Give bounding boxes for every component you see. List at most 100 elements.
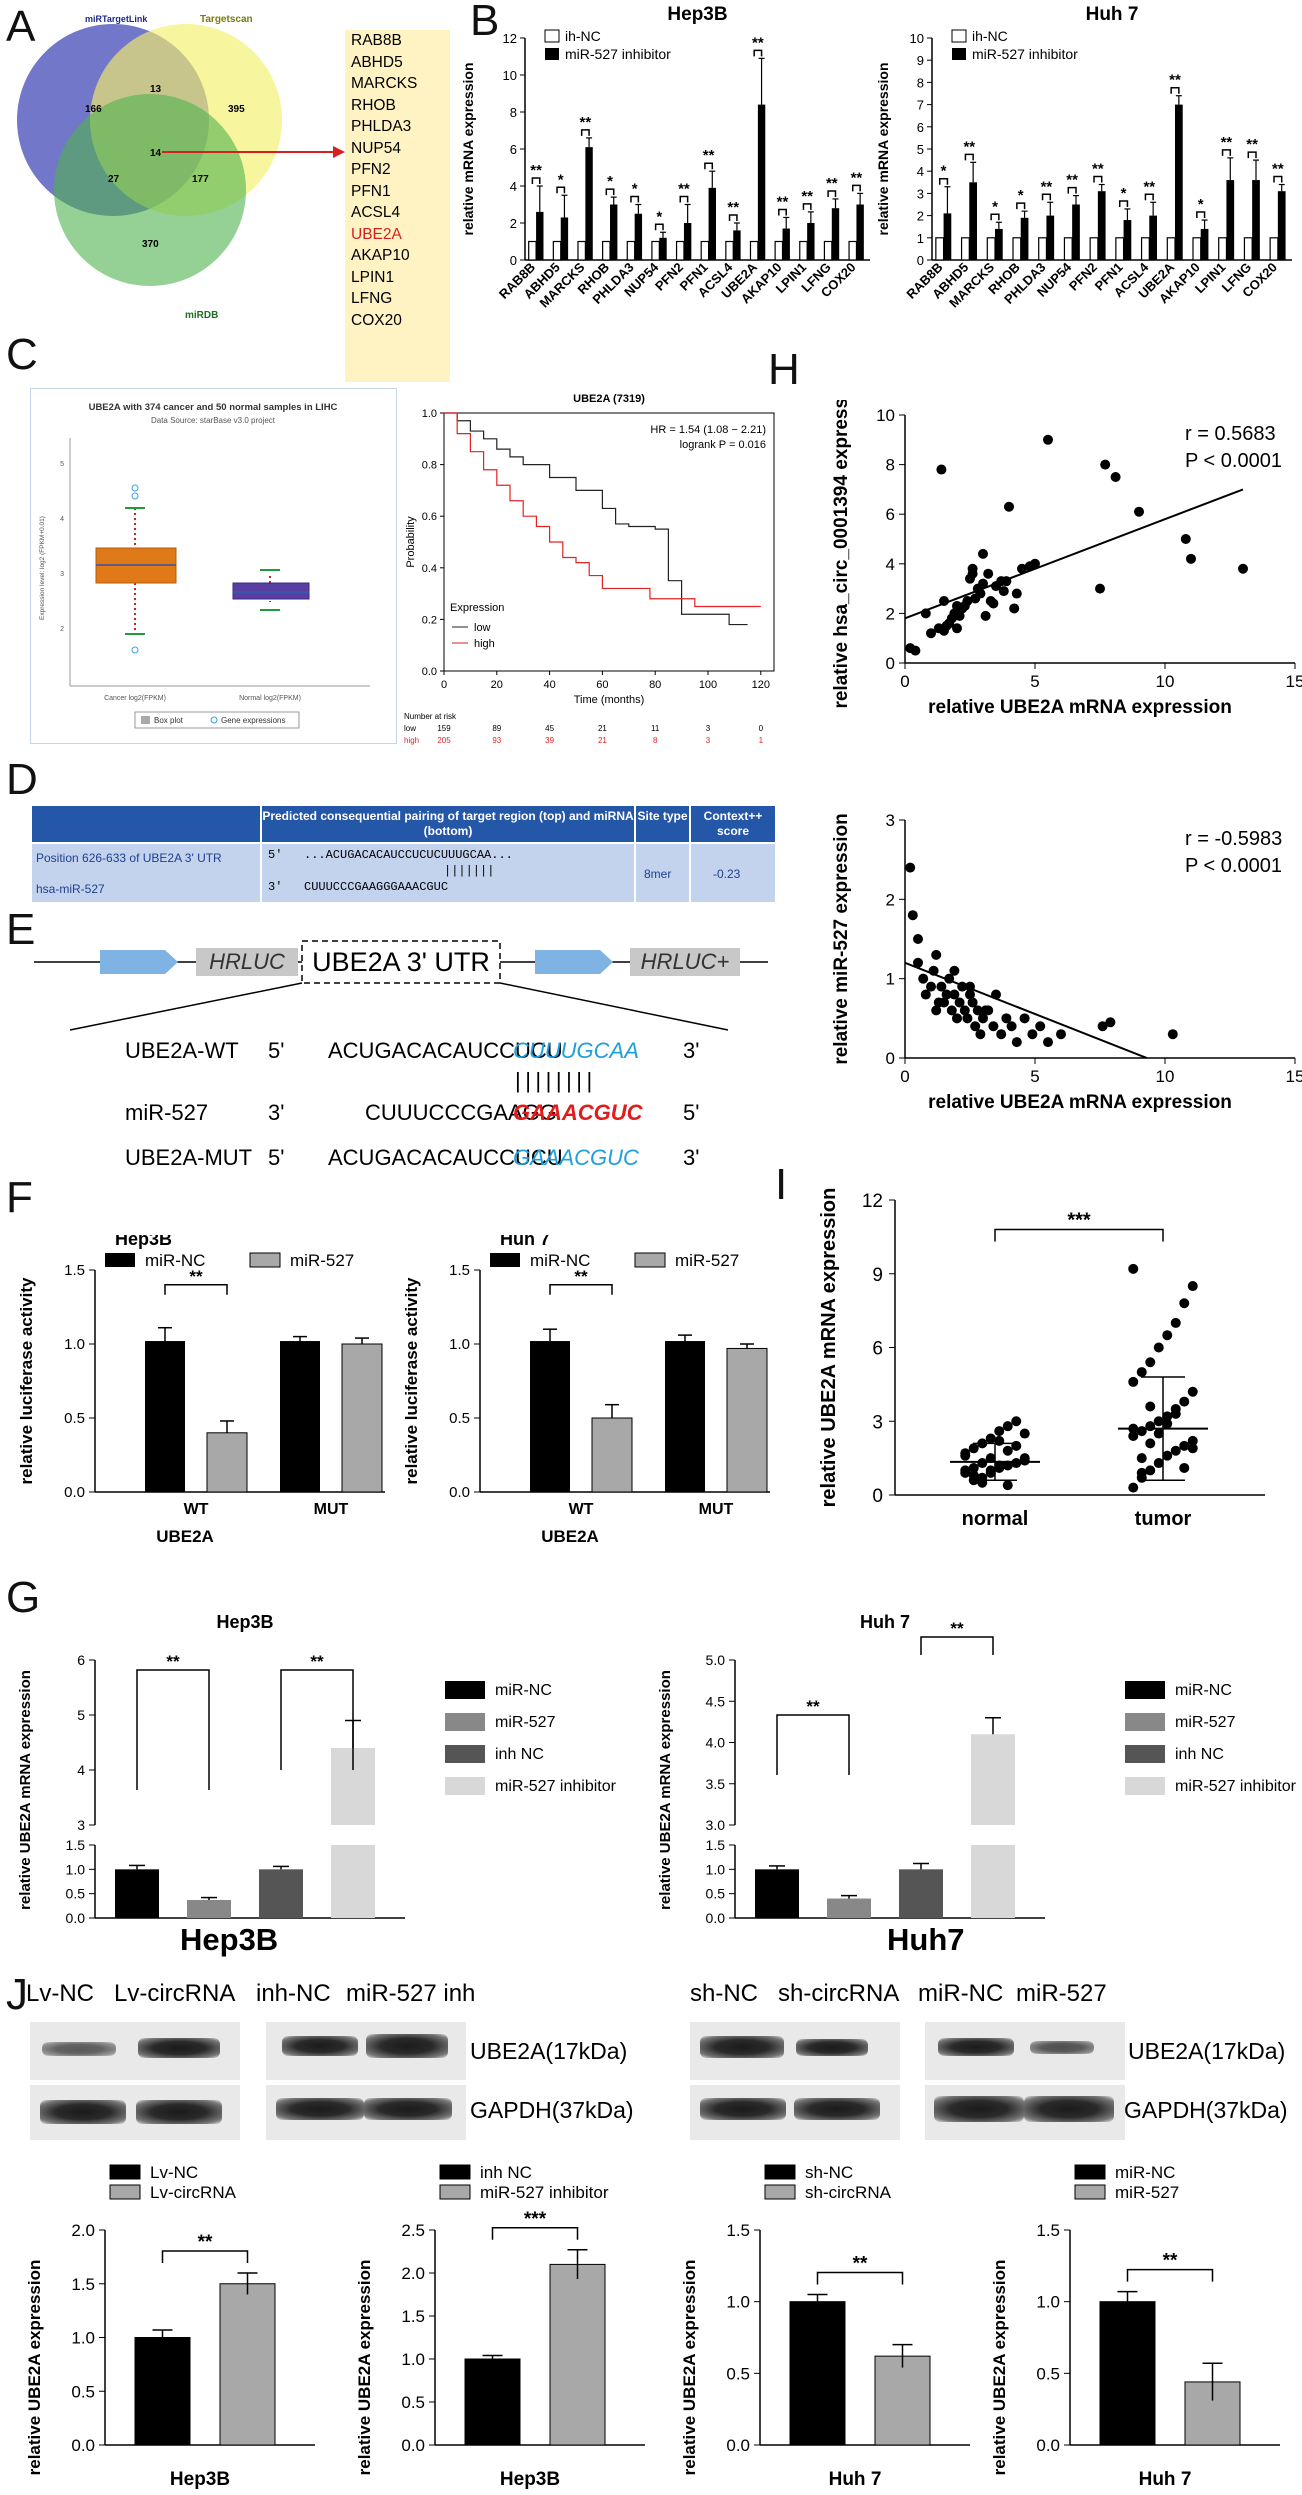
x-axis-label: Huh 7 xyxy=(1139,2469,1192,2490)
boxplot-source: Data Source: starBase v3.0 project xyxy=(151,416,276,425)
y-axis-label: relative UBE2A expression xyxy=(355,2260,374,2476)
x-tick-label: 40 xyxy=(543,679,555,691)
y-axis-label: relative mRNA expression xyxy=(460,63,476,236)
hrluc-plus-label: HRLUC+ xyxy=(641,949,730,974)
data-point xyxy=(968,1443,979,1454)
utr-box xyxy=(301,940,501,984)
blot-band xyxy=(1024,2096,1114,2122)
bar-control xyxy=(552,240,562,261)
seq-text: ACUGACACAUCCUCU xyxy=(328,1038,563,1063)
x-axis-label: Hep3B xyxy=(500,2469,560,2490)
data-point xyxy=(1162,1450,1173,1461)
gene-item: ACSL4 xyxy=(351,204,401,221)
y-tick-label: 0.0 xyxy=(706,1910,726,1926)
panel-letter-c: C xyxy=(6,330,38,379)
km-hr: HR = 1.54 (1.08 − 2.21) xyxy=(650,424,766,436)
risk-value: 93 xyxy=(492,736,501,745)
table-header: Predicted consequential pairing of targe… xyxy=(262,806,634,842)
data-point xyxy=(994,1460,1005,1471)
x-tick-label: 0 xyxy=(900,1067,909,1086)
y-tick-label: 0.0 xyxy=(71,2436,95,2455)
data-point xyxy=(946,1005,957,1016)
data-point xyxy=(1162,1411,1173,1422)
x-tick-label: 15 xyxy=(1286,1067,1302,1086)
sig-label: * xyxy=(632,181,638,198)
sig-label: ** xyxy=(1041,178,1053,195)
y-tick-label: 0 xyxy=(886,1049,895,1068)
boxplot-ytick: 3 xyxy=(60,571,64,578)
bar-mir-nc xyxy=(665,1341,705,1492)
data-point xyxy=(962,1013,973,1024)
sig-bracket xyxy=(920,1636,994,1655)
data-point xyxy=(913,934,923,944)
sig-label: ** xyxy=(580,114,592,131)
data-point xyxy=(1019,1455,1030,1466)
sig-bracket xyxy=(778,208,787,216)
data-point xyxy=(952,1013,962,1024)
risk-row-label: high xyxy=(404,736,419,745)
y-tick-label: 4 xyxy=(917,164,924,179)
gene-item: RHOB xyxy=(351,96,396,114)
data-point xyxy=(1187,1386,1198,1397)
legend-swatch xyxy=(445,1777,485,1795)
data-point xyxy=(1180,534,1191,544)
y-tick-label: 2 xyxy=(886,890,895,909)
sig-label: ** xyxy=(703,147,715,164)
data-point xyxy=(1179,1298,1190,1309)
data-point xyxy=(926,628,936,639)
sig-bracket xyxy=(280,1669,354,1770)
table-header-blank xyxy=(32,806,260,842)
sig-label: ** xyxy=(1169,72,1181,89)
panel-letter-h: H xyxy=(768,345,800,394)
zoom-line xyxy=(69,982,303,1031)
legend-swatch xyxy=(445,1713,485,1731)
table-cell-site: 8mer xyxy=(636,844,689,902)
seq-text: ACUGACACAUCCUCU xyxy=(328,1145,563,1170)
risk-value: 3 xyxy=(706,736,711,745)
utr-label: UBE2A 3' UTR xyxy=(312,947,490,977)
bar-control xyxy=(1166,237,1176,261)
y-tick-label: 9 xyxy=(917,53,924,68)
panel-letter-a: A xyxy=(6,2,36,51)
y-tick-label: 3.5 xyxy=(706,1776,726,1792)
sig-label: ** xyxy=(1092,161,1104,178)
y-tick-label: 2.0 xyxy=(401,2264,425,2283)
y-tick-label: 0.8 xyxy=(422,460,437,472)
sig-bracket xyxy=(531,177,541,184)
sig-label: * xyxy=(558,171,564,188)
y-tick-label: 0.5 xyxy=(66,1886,86,1902)
legend-swatch xyxy=(490,1253,520,1267)
risk-value: 159 xyxy=(437,724,451,733)
y-axis-label: relative miR-527 expression xyxy=(831,813,852,1064)
legend-label: miR-527 inhibitor xyxy=(1175,1778,1297,1795)
legend-swatch xyxy=(109,2164,141,2180)
data-point xyxy=(1100,459,1111,470)
y-tick-label: 4.0 xyxy=(706,1735,726,1751)
legend-swatch xyxy=(545,48,559,60)
y-axis-label: relative UBE2A mRNA expression xyxy=(657,1670,674,1910)
bar-mir-nc xyxy=(145,1341,185,1492)
bar xyxy=(464,2358,521,2446)
legend-label: miR-NC xyxy=(1175,1682,1232,1699)
venn-count: 177 xyxy=(192,174,209,185)
venn-count: 14 xyxy=(150,148,162,159)
risk-title: Number at risk xyxy=(404,712,457,721)
data-point xyxy=(1011,1416,1022,1427)
y-tick-label: 1 xyxy=(886,970,895,989)
data-point xyxy=(959,1005,970,1016)
data-point xyxy=(907,910,918,921)
table-cell-score: -0.23 xyxy=(691,844,775,902)
data-point xyxy=(1167,1029,1178,1040)
bar-control xyxy=(602,240,611,261)
data-point xyxy=(941,989,952,1000)
bar xyxy=(187,1899,231,1918)
bar-lower xyxy=(331,1845,375,1918)
chart-f-hep3b: 0.0 0.5 1.0 1.5 relative luciferase activity… xyxy=(17,1235,385,1546)
context-score: -0.23 xyxy=(713,867,741,881)
data-point xyxy=(949,965,960,976)
km-plot: UBE2A (7319)0.00.20.40.60.81.00 20 40 60 80 1… xyxy=(404,393,775,745)
y-tick-label: 1.0 xyxy=(66,1861,86,1877)
sig-label: ** xyxy=(853,2254,868,2275)
y-tick-label: 6 xyxy=(77,1652,85,1668)
y-tick-label: 0.6 xyxy=(422,511,437,523)
